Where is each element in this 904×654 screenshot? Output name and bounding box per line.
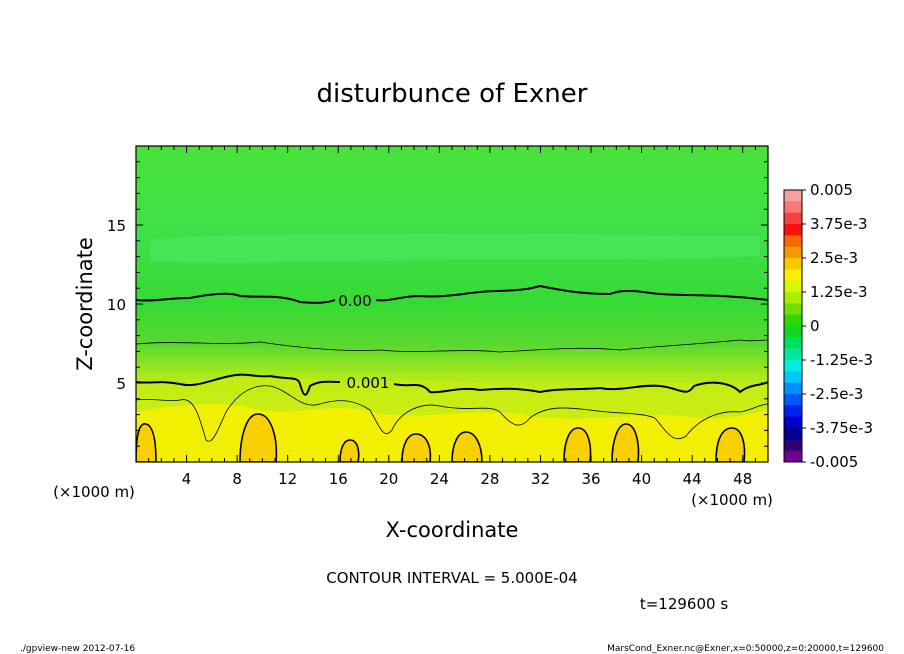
colorbar-swatch	[784, 326, 802, 338]
x-tick-label: 20	[379, 470, 398, 488]
x-unit-label: (×1000 m)	[691, 491, 773, 509]
plot-area	[136, 146, 768, 462]
y-axis-label: Z-coordinate	[73, 237, 97, 371]
colorbar-swatch	[784, 405, 802, 418]
orange-cell	[136, 423, 157, 462]
z-unit-label: (×1000 m)	[53, 483, 135, 501]
colorbar-swatch	[784, 246, 802, 259]
x-tick-label: 48	[733, 470, 752, 488]
contour-minor-4	[136, 385, 768, 442]
colorbar-swatch	[784, 348, 802, 361]
x-tick-label: 8	[232, 470, 242, 488]
colorbar-swatch	[784, 303, 802, 316]
x-tick-label: 32	[531, 470, 550, 488]
x-tick-label: 16	[329, 470, 348, 488]
colorbar	[783, 189, 803, 463]
x-axis-label: X-coordinate	[386, 518, 519, 542]
colorbar-label: 3.75e-3	[810, 215, 868, 233]
orange-cell	[715, 427, 746, 462]
colorbar-swatch	[784, 416, 802, 429]
colorbar-swatch	[784, 269, 802, 282]
colorbar-labels: 0.005 3.75e-3 2.5e-3 1.25e-3 0 -1.25e-3 -2.5e-…	[802, 181, 873, 471]
x-tick-label: 24	[430, 470, 449, 488]
colorbar-swatch	[784, 428, 802, 440]
colorbar-swatch	[784, 190, 802, 202]
colorbar-swatch	[784, 360, 802, 372]
colorbar-label: -2.5e-3	[810, 385, 863, 403]
colorbar-swatch	[784, 450, 802, 463]
colorbar-label: 0	[810, 317, 820, 335]
y-tick-label: 5	[116, 375, 126, 393]
tick-layer	[136, 146, 768, 462]
x-tick-label: 28	[480, 470, 499, 488]
orange-cell	[339, 439, 360, 462]
colorbar-swatch	[784, 394, 802, 406]
colorbar-label: 0.005	[810, 181, 853, 199]
y-tick-labels: 5 10 15	[107, 217, 126, 393]
x-tick-label: 12	[278, 470, 297, 488]
contour-zero	[136, 284, 768, 304]
time-text: t=129600 s	[640, 595, 728, 613]
colorbar-swatch	[784, 314, 802, 327]
contour-label-001: 0.001	[347, 374, 390, 392]
x-tick-label: 4	[182, 470, 192, 488]
contour-minor-7	[136, 339, 768, 353]
y-tick-label: 10	[107, 296, 126, 314]
colorbar-swatch	[784, 224, 802, 236]
y-tick-label: 15	[107, 217, 126, 235]
orange-cells	[136, 413, 746, 462]
colorbar-swatch	[784, 258, 802, 270]
colorbar-label: -0.005	[810, 453, 858, 471]
colorbar-swatch	[784, 292, 802, 304]
chart-title: disturbunce of Exner	[317, 79, 588, 109]
upper-lobe-shade	[150, 233, 760, 263]
x-tick-label: 40	[632, 470, 651, 488]
footer-left: ./gpview-new 2012-07-16	[20, 644, 135, 654]
contour-interval-text: CONTOUR INTERVAL = 5.000E-04	[326, 569, 577, 587]
contour-label-zero: 0.00	[338, 292, 371, 310]
colorbar-swatch	[784, 439, 802, 452]
yellow-band-2	[136, 404, 768, 462]
colorbar-swatch	[784, 382, 802, 395]
colorbar-label: 1.25e-3	[810, 283, 868, 301]
colorbar-swatch	[784, 235, 802, 248]
orange-cell	[401, 433, 432, 462]
colorbar-swatch	[784, 371, 802, 384]
orange-cell	[451, 431, 483, 462]
contour-001	[136, 373, 768, 396]
colorbar-swatch	[784, 337, 802, 350]
colorbar-label: -1.25e-3	[810, 351, 873, 369]
orange-cell	[611, 423, 640, 462]
colorbar-swatch	[784, 212, 802, 225]
colorbar-label: 2.5e-3	[810, 249, 858, 267]
colorbar-swatch	[784, 280, 802, 293]
colorbar-swatch	[784, 201, 802, 214]
x-tick-label: 44	[683, 470, 702, 488]
orange-cell	[563, 427, 592, 462]
footer-right: MarsCond_Exner.nc@Exner,x=0:50000,z=0:20…	[607, 644, 884, 654]
orange-cell	[239, 413, 278, 462]
colorbar-label: -3.75e-3	[810, 419, 873, 437]
x-tick-labels: 4 8 12 16 20 24 28 32 36 40 44 48	[182, 470, 752, 488]
x-tick-label: 36	[581, 470, 600, 488]
